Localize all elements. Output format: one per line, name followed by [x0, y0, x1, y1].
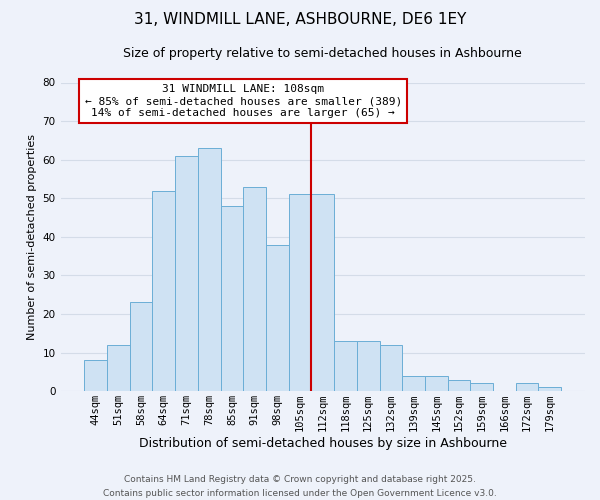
Title: Size of property relative to semi-detached houses in Ashbourne: Size of property relative to semi-detach…	[124, 48, 522, 60]
Bar	[311, 194, 334, 391]
Bar	[85, 360, 107, 391]
X-axis label: Distribution of semi-detached houses by size in Ashbourne: Distribution of semi-detached houses by …	[139, 437, 507, 450]
Bar	[244, 186, 266, 391]
Bar	[198, 148, 221, 391]
Bar	[130, 302, 152, 391]
Bar	[152, 190, 175, 391]
Bar	[425, 376, 448, 391]
Bar	[380, 345, 402, 391]
Bar	[538, 388, 561, 391]
Bar	[402, 376, 425, 391]
Text: Contains HM Land Registry data © Crown copyright and database right 2025.
Contai: Contains HM Land Registry data © Crown c…	[103, 476, 497, 498]
Text: 31, WINDMILL LANE, ASHBOURNE, DE6 1EY: 31, WINDMILL LANE, ASHBOURNE, DE6 1EY	[134, 12, 466, 28]
Bar	[175, 156, 198, 391]
Bar	[448, 380, 470, 391]
Bar	[470, 384, 493, 391]
Bar	[221, 206, 244, 391]
Bar	[334, 341, 357, 391]
Y-axis label: Number of semi-detached properties: Number of semi-detached properties	[27, 134, 37, 340]
Bar	[107, 345, 130, 391]
Text: 31 WINDMILL LANE: 108sqm
← 85% of semi-detached houses are smaller (389)
14% of : 31 WINDMILL LANE: 108sqm ← 85% of semi-d…	[85, 84, 402, 117]
Bar	[357, 341, 380, 391]
Bar	[266, 244, 289, 391]
Bar	[289, 194, 311, 391]
Bar	[516, 384, 538, 391]
